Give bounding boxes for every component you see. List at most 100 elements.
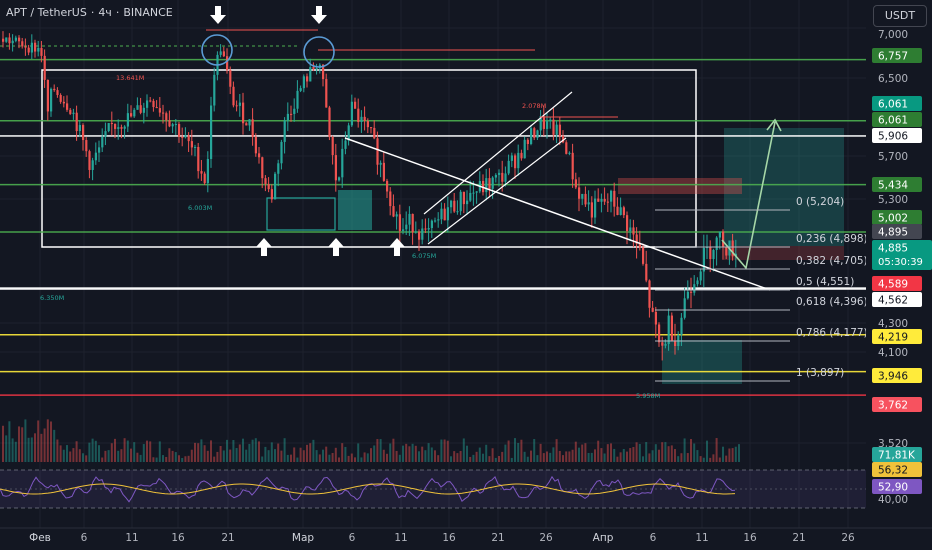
level-badge-2: 5,906 [878, 131, 908, 143]
fibonacci-retracement: 0 (5,204) 0,236 (4,898) 0,382 (4,705) 0,5 (… [655, 196, 868, 382]
x-tick-8: 16 [442, 532, 456, 544]
level-badge-2-bg [872, 128, 922, 143]
y-tick-1: 6,500 [878, 73, 908, 85]
x-tick-1: 6 [81, 532, 88, 544]
arrow-down-2 [311, 6, 327, 24]
price-badge-0-bg [872, 96, 922, 111]
resistance-zone [618, 178, 742, 194]
symbol-name: APT / TetherUS [6, 6, 87, 19]
channel-upper-line [423, 91, 573, 215]
x-tick-4: 21 [221, 532, 234, 544]
annotation-4: 6.350M [40, 294, 64, 302]
top-circle-2 [303, 36, 335, 68]
x-tick-2: 11 [125, 532, 138, 544]
projection-arrowhead [766, 118, 782, 132]
rsi-badge: 52,90 [878, 482, 908, 494]
level-badge-3-bg [872, 177, 922, 192]
stop-zone [724, 246, 844, 260]
drawing-boxes [41, 69, 844, 384]
x-tick-15: 21 [792, 532, 805, 544]
header-separator-1: · [90, 6, 95, 19]
annotation-3: 6.075M [412, 252, 436, 260]
top-circle-1 [201, 34, 233, 66]
x-tick-6: 6 [349, 532, 356, 544]
y-tick-0: 7,000 [878, 29, 908, 41]
x-tick-14: 16 [743, 532, 757, 544]
y-tick-7: 40,00 [878, 494, 908, 506]
fib-label-0: 0 (5,204) [796, 196, 844, 208]
x-tick-10: 26 [539, 532, 553, 544]
rsi-pane [0, 469, 866, 509]
level-badge-0: 6,757 [878, 51, 908, 63]
price-badge-0: 6,061 [878, 99, 908, 111]
channel-lower-line [427, 137, 567, 245]
annotation-2: 6.003M [188, 204, 212, 212]
rsi-line [0, 475, 736, 503]
annotation-5: 5.958M [636, 392, 660, 400]
level-badge-0-bg [872, 48, 922, 63]
green-block [338, 190, 372, 230]
descending-trendline [344, 137, 771, 291]
price-badge-3: 4,589 [878, 279, 908, 291]
level-badge-7: 3,946 [878, 371, 908, 383]
rsi-ma-badge-bg [872, 462, 922, 477]
volume-badge-bg [872, 447, 922, 462]
fib-label-6: 1 (3,897) [796, 367, 844, 379]
exchange-label: BINANCE [123, 6, 173, 19]
x-tick-13: 11 [695, 532, 708, 544]
x-tick-11: Апр [593, 532, 614, 544]
volume-bars [2, 419, 740, 462]
x-tick-3: 16 [171, 532, 185, 544]
x-tick-16: 26 [841, 532, 855, 544]
level-badge-3: 5,434 [878, 180, 908, 192]
arrow-up-2 [328, 238, 344, 256]
price-badge-1-bg [872, 224, 922, 239]
target-zone [724, 128, 844, 246]
price-badge-3-bg [872, 276, 922, 291]
header-separator-2: · [115, 6, 120, 19]
level-badge-4: 5,002 [878, 213, 908, 225]
level-badge-5-bg [872, 292, 922, 307]
annotation-0: 13.641M [116, 74, 144, 82]
rsi-badge-bg [872, 479, 922, 494]
fib-label-3: 0,5 (4,551) [796, 276, 854, 288]
price-badge-1: 4,895 [878, 227, 908, 239]
arrow-up-1 [256, 238, 272, 256]
trendlines [201, 6, 782, 291]
symbol-header[interactable]: APT / TetherUS · 4ч · BINANCE [6, 6, 177, 19]
fib-label-1: 0,236 (4,898) [796, 233, 868, 245]
chart-annotations: 13.641M 2.078M 6.003M 6.075M 6.350M 5.958M [40, 74, 660, 400]
x-tick-5: Мар [292, 532, 314, 544]
fib-label-5: 0,786 (4,177) [796, 327, 868, 339]
level-badge-1-bg [872, 112, 922, 127]
arrow-up-3 [389, 238, 405, 256]
annotation-1: 2.078M [522, 102, 546, 110]
level-badge-6: 4,219 [878, 332, 908, 344]
y-tick-3: 5,300 [878, 194, 908, 206]
projection-arrow [721, 121, 776, 270]
price-badge-2: 4,885 [878, 243, 908, 255]
green-block-outline [266, 197, 336, 231]
x-tick-0: Фев [29, 532, 51, 544]
level-badge-5: 4,562 [878, 295, 908, 307]
level-badge-6-bg [872, 329, 922, 344]
y-tick-5: 4,100 [878, 347, 908, 359]
level-badge-7-bg [872, 368, 922, 383]
rsi-ma-badge: 56,32 [878, 465, 908, 477]
currency-button[interactable]: USDT [873, 5, 927, 27]
y-tick-2: 5,700 [878, 151, 908, 163]
interval-label: 4ч [98, 6, 112, 19]
price-axis: 7,0006,5005,7005,3004,3004,1003,52040,00… [866, 0, 932, 528]
y-tick-4: 4,300 [878, 318, 908, 330]
x-tick-9: 21 [491, 532, 504, 544]
fib-label-4: 0,618 (4,396) [796, 296, 868, 308]
horizontal-levels [0, 45, 866, 396]
x-tick-7: 11 [394, 532, 407, 544]
level-badge-8-bg [872, 397, 922, 412]
x-tick-12: 6 [650, 532, 657, 544]
level-badge-8: 3,762 [878, 400, 908, 412]
support-zone [662, 340, 742, 384]
time-axis: Фев 6 11 16 21 Мар 6 11 16 21 26 Апр 6 11 16 21 26 [0, 527, 932, 544]
level-badge-4-bg [872, 210, 922, 225]
